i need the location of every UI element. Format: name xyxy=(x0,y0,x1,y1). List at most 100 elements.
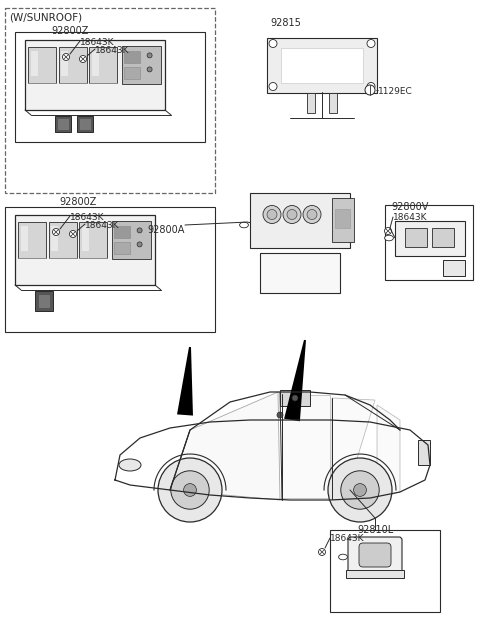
Bar xyxy=(5,8,215,193)
Bar xyxy=(267,38,377,93)
FancyBboxPatch shape xyxy=(359,543,391,567)
Bar xyxy=(281,48,363,83)
Bar xyxy=(21,226,28,251)
Text: 92800Z: 92800Z xyxy=(51,26,89,36)
Bar xyxy=(89,47,118,83)
Circle shape xyxy=(147,53,152,58)
Bar xyxy=(58,119,68,129)
Bar xyxy=(124,51,140,63)
Bar xyxy=(335,209,350,228)
Text: 18643K: 18643K xyxy=(393,213,428,222)
Circle shape xyxy=(183,484,196,497)
Circle shape xyxy=(137,242,142,247)
Ellipse shape xyxy=(384,235,394,241)
Circle shape xyxy=(319,549,325,555)
Circle shape xyxy=(365,85,375,95)
Circle shape xyxy=(303,205,321,223)
Text: 92800V: 92800V xyxy=(391,202,429,212)
Circle shape xyxy=(263,205,281,223)
Bar xyxy=(385,205,473,280)
Text: 92815: 92815 xyxy=(270,18,301,28)
Bar xyxy=(15,32,205,142)
Circle shape xyxy=(137,228,142,233)
Circle shape xyxy=(307,210,317,220)
Text: 18643K: 18643K xyxy=(330,534,364,543)
Bar xyxy=(38,295,49,307)
Polygon shape xyxy=(177,347,193,416)
Bar xyxy=(443,260,465,276)
Circle shape xyxy=(283,205,301,223)
Bar xyxy=(48,222,77,259)
Circle shape xyxy=(328,458,392,522)
Text: 18643K: 18643K xyxy=(70,213,105,222)
Bar xyxy=(250,193,350,247)
Circle shape xyxy=(70,231,76,238)
Bar xyxy=(418,440,430,465)
Circle shape xyxy=(341,471,379,509)
Circle shape xyxy=(171,471,209,509)
Circle shape xyxy=(269,83,277,91)
Polygon shape xyxy=(284,340,306,421)
FancyBboxPatch shape xyxy=(348,537,402,573)
Text: 18643K: 18643K xyxy=(95,46,130,55)
Text: 1129EC: 1129EC xyxy=(378,88,413,96)
Bar xyxy=(51,226,59,251)
Circle shape xyxy=(292,395,298,401)
Bar xyxy=(15,215,155,285)
Circle shape xyxy=(80,56,86,62)
Circle shape xyxy=(287,210,297,220)
Bar xyxy=(28,47,56,83)
Bar xyxy=(55,116,71,132)
Circle shape xyxy=(269,39,277,48)
Circle shape xyxy=(367,83,375,91)
Polygon shape xyxy=(377,405,400,498)
Bar xyxy=(307,93,315,112)
Bar xyxy=(280,390,310,406)
Bar xyxy=(111,221,151,259)
Bar xyxy=(114,242,131,254)
Ellipse shape xyxy=(119,459,141,471)
Bar xyxy=(346,570,404,578)
Circle shape xyxy=(277,412,283,418)
Bar xyxy=(405,228,427,247)
Text: 18643K: 18643K xyxy=(80,38,115,47)
Bar xyxy=(432,228,454,247)
Circle shape xyxy=(367,39,375,48)
Bar xyxy=(260,252,340,292)
Bar xyxy=(59,47,86,83)
Bar xyxy=(332,198,354,242)
Bar xyxy=(80,119,90,129)
Circle shape xyxy=(354,484,366,497)
Bar xyxy=(395,220,465,255)
Circle shape xyxy=(147,67,152,72)
Bar xyxy=(5,207,215,332)
Bar xyxy=(79,222,108,259)
Bar xyxy=(61,51,69,76)
Circle shape xyxy=(62,54,70,60)
Polygon shape xyxy=(170,392,280,500)
Bar xyxy=(25,40,165,110)
Bar xyxy=(329,93,337,112)
Text: 92800Z: 92800Z xyxy=(60,197,96,207)
Text: 92800A: 92800A xyxy=(148,225,185,235)
Bar xyxy=(121,46,161,84)
Circle shape xyxy=(52,228,60,236)
Circle shape xyxy=(158,458,222,522)
Ellipse shape xyxy=(338,554,348,560)
Text: (W/SUNROOF): (W/SUNROOF) xyxy=(9,12,82,22)
Bar xyxy=(77,116,93,132)
Bar xyxy=(124,67,140,79)
Text: 92810L: 92810L xyxy=(357,525,393,535)
Bar xyxy=(82,226,89,251)
Bar xyxy=(31,51,37,76)
Polygon shape xyxy=(282,395,330,498)
Polygon shape xyxy=(332,398,375,498)
Bar xyxy=(18,222,46,259)
Bar xyxy=(330,530,440,612)
Bar xyxy=(92,51,99,76)
Ellipse shape xyxy=(240,222,249,228)
Text: 18643K: 18643K xyxy=(85,221,120,230)
Circle shape xyxy=(384,228,392,234)
Bar xyxy=(114,225,131,238)
Circle shape xyxy=(267,210,277,220)
